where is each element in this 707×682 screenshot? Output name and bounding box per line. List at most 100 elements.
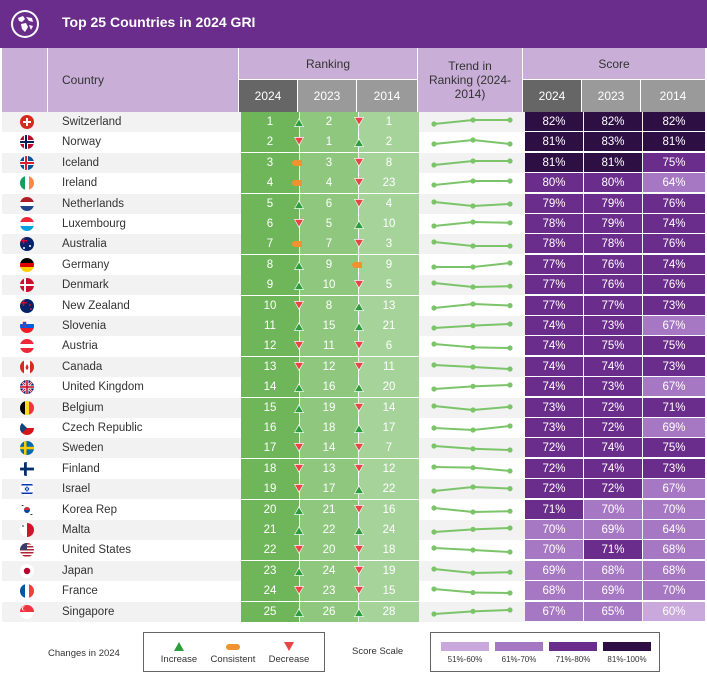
trend-point	[470, 137, 476, 143]
consistent-legend-label: Consistent	[210, 654, 256, 665]
score-2023: 69%	[584, 520, 642, 540]
ireland-flag-icon	[20, 176, 34, 191]
score-2023: 73%	[584, 377, 642, 398]
score-2024: 81%	[525, 152, 583, 173]
australia-flag-icon	[20, 237, 34, 252]
decrease-icon	[284, 642, 294, 651]
trend-point	[507, 486, 513, 492]
trend-point	[470, 508, 476, 515]
table-row: Netherlands 5 6 4 79% 79% 76%	[2, 193, 705, 214]
table-row: Sweden 17 14 7 72% 74% 75%	[2, 438, 705, 459]
rank-2014-decrease-icon	[354, 280, 364, 290]
country-name: Norway	[62, 136, 101, 149]
trend-point	[431, 325, 437, 331]
table-row: United Kingdom 14 16 20 74% 73% 67%	[2, 377, 705, 398]
slovenia-flag-icon	[20, 319, 34, 333]
rank-2024: 23	[241, 560, 299, 581]
rank-2023: 2	[300, 112, 358, 132]
trend-point	[431, 239, 437, 245]
score-2024: 78%	[525, 234, 583, 255]
trend-point	[507, 590, 513, 596]
rank-2023: 24	[300, 560, 358, 581]
country-name: Japan	[62, 564, 94, 577]
table-row: United States 22 20 18 70% 71% 68%	[2, 540, 705, 561]
trend-point	[470, 323, 476, 329]
czech-republic-flag-icon	[20, 421, 34, 435]
trend-sparkline	[431, 219, 513, 229]
trend-point	[470, 427, 476, 433]
table-row: Belgium 15 19 14 73% 72% 71%	[2, 397, 705, 418]
rank-2023-increase-icon	[294, 403, 304, 413]
score-2014: 76%	[643, 193, 705, 214]
trend-point	[507, 569, 513, 575]
rank-2014-decrease-icon	[354, 239, 364, 249]
luxembourg-flag-icon	[20, 217, 34, 231]
rank-2024: 15	[241, 397, 299, 418]
rank-2014-decrease-icon	[354, 117, 364, 126]
score-2023-header: 2023	[582, 80, 640, 112]
rank-2023-consistent-icon	[292, 159, 302, 166]
country-name: Austria	[62, 340, 98, 353]
singapore-flag-icon	[20, 604, 34, 619]
trend-point	[470, 345, 476, 351]
table-row: Germany 8 9 9 77% 76% 74%	[2, 254, 705, 275]
rank-2024: 17	[241, 438, 299, 459]
rank-2024: 7	[241, 234, 299, 255]
score-2014: 69%	[643, 418, 705, 438]
rank-2024: 19	[241, 479, 299, 500]
rank-2014: 12	[359, 458, 419, 479]
rank-2023: 7	[300, 234, 358, 255]
score-2023: 82%	[584, 112, 642, 132]
scale-swatch-81-100	[603, 642, 651, 651]
table-row: Slovenia 11 15 21 74% 73% 67%	[2, 316, 705, 336]
rank-2014: 1	[359, 112, 419, 132]
trend-point	[507, 200, 513, 207]
score-2023: 74%	[584, 356, 642, 377]
trend-point	[507, 549, 513, 555]
score-2024: 73%	[525, 418, 583, 438]
trend-point	[507, 508, 513, 514]
france-flag-icon	[20, 584, 34, 599]
country-name: Malta	[62, 524, 91, 536]
trend-point	[431, 566, 437, 572]
rank-2014: 23	[359, 173, 419, 194]
country-name: Netherlands	[62, 197, 125, 210]
score-2024: 73%	[525, 397, 583, 418]
trend-point	[470, 383, 476, 390]
rank-2023-consistent-icon	[292, 241, 302, 248]
rank-2024: 5	[241, 193, 299, 214]
rank-2024: 10	[241, 295, 299, 316]
consistent-icon	[226, 644, 240, 650]
score-2023: 73%	[584, 316, 642, 336]
rank-2024: 11	[241, 316, 299, 336]
increase-legend-label: Increase	[160, 654, 198, 665]
rank-2023: 26	[300, 601, 358, 622]
score-2024: 77%	[525, 254, 583, 275]
rank-2014: 3	[359, 234, 419, 255]
country-name: United States	[62, 544, 132, 557]
trend-point	[470, 526, 476, 532]
score-2014: 70%	[643, 499, 705, 520]
trend-point	[431, 198, 437, 205]
rank-2014: 6	[359, 336, 419, 357]
table-row: Ireland 4 4 23 80% 80% 64%	[2, 173, 705, 194]
score-2014: 67%	[643, 479, 705, 500]
score-2014: 68%	[643, 560, 705, 581]
trend-point	[507, 468, 513, 474]
rank-2014: 22	[359, 479, 419, 500]
score-2014: 74%	[643, 214, 705, 234]
rank-2014: 14	[359, 397, 419, 418]
rank-2014-decrease-icon	[354, 504, 364, 514]
scale-swatch-71-80	[549, 642, 597, 651]
table-row: New Zealand 10 8 13 77% 77% 73%	[2, 295, 705, 316]
table-row: Czech Republic 16 18 17 73% 72% 69%	[2, 418, 705, 438]
rank-2024: 18	[241, 458, 299, 479]
country-name: Denmark	[62, 279, 109, 292]
rank-2024: 14	[241, 377, 299, 398]
score-2023: 80%	[584, 173, 642, 194]
canada-flag-icon	[20, 359, 34, 374]
score-2024: 79%	[525, 193, 583, 214]
table-row: Malta 21 22 24 70% 69% 64%	[2, 520, 705, 540]
country-name: Belgium	[62, 401, 104, 414]
trend-point	[431, 362, 437, 368]
